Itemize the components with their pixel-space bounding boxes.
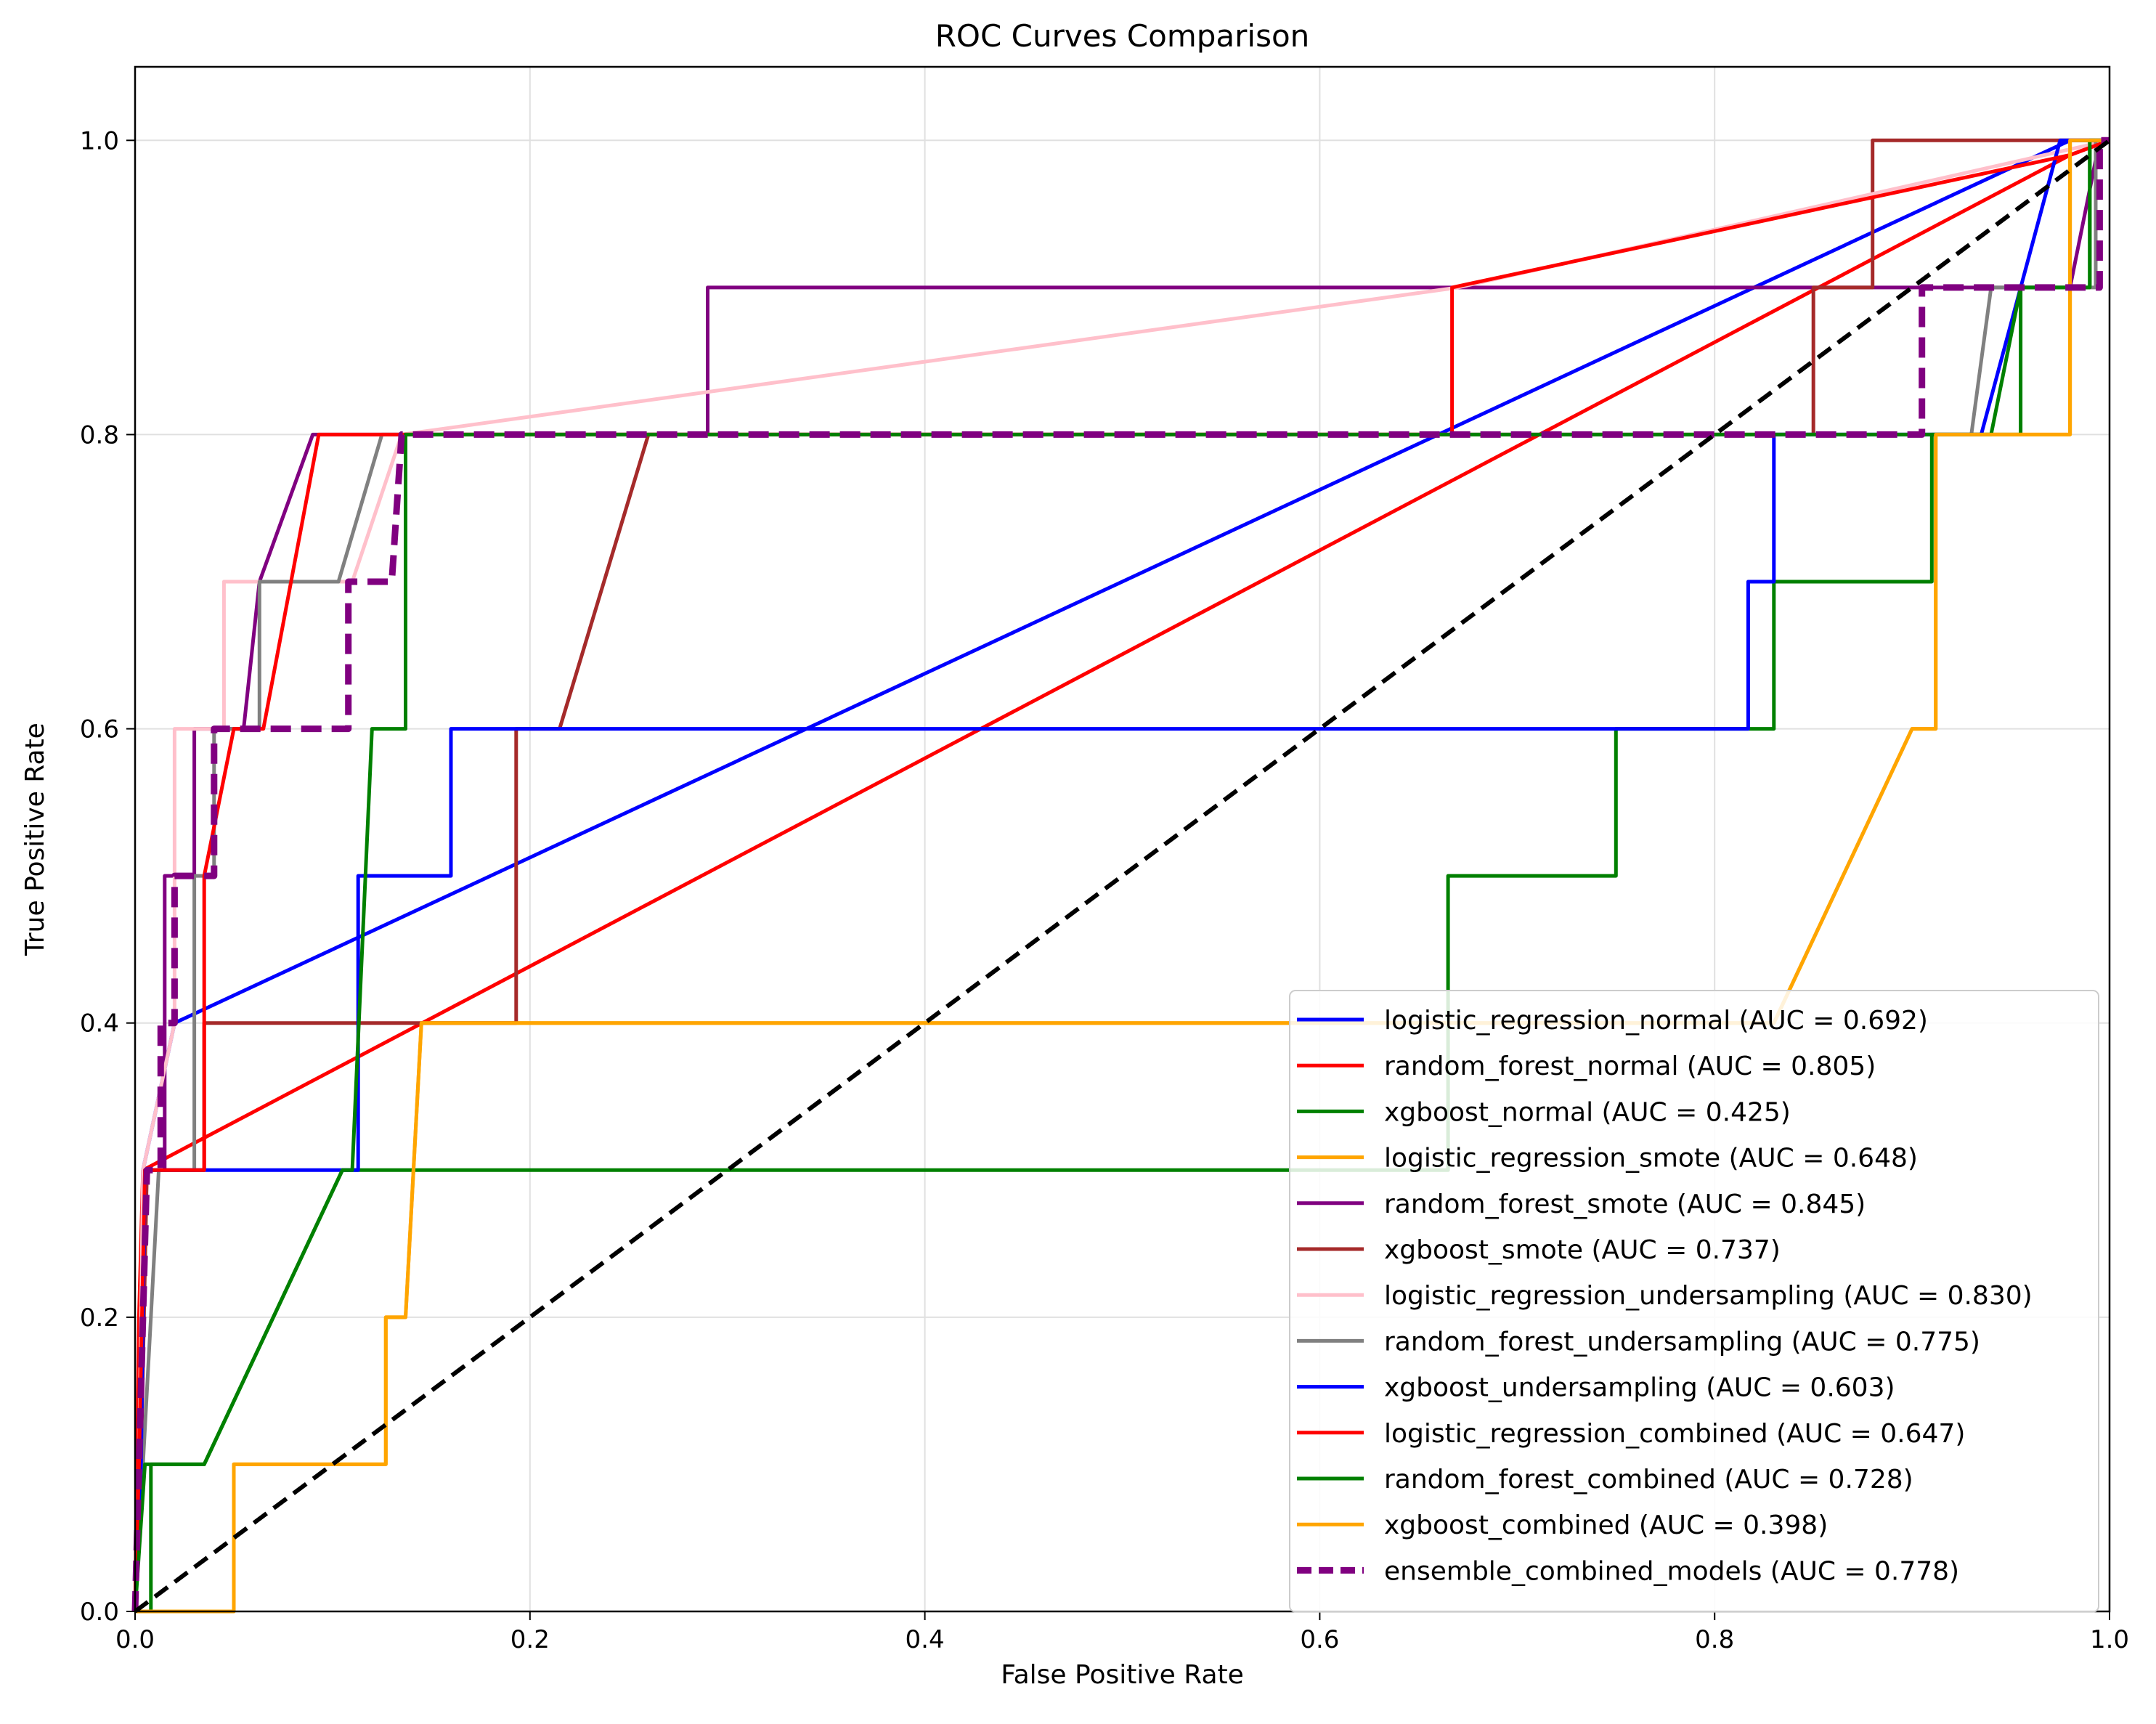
legend-label-3: logistic_regression_smote (AUC = 0.648)	[1384, 1144, 1918, 1174]
x-axis-label: False Positive Rate	[1001, 1660, 1244, 1690]
x-tick-label: 0.6	[1300, 1625, 1339, 1654]
roc-curve-11	[135, 138, 2110, 1614]
legend-label-9: logistic_regression_combined (AUC = 0.64…	[1384, 1419, 1965, 1449]
plot-border	[134, 65, 2111, 1613]
roc-curve-12	[131, 137, 2110, 1612]
legend-label-4: random_forest_smote (AUC = 0.845)	[1384, 1190, 1866, 1219]
legend-label-12: ensemble_combined_models (AUC = 0.778)	[1384, 1556, 1959, 1586]
legend-label-5: xgboost_smote (AUC = 0.737)	[1384, 1235, 1781, 1265]
legend-label-1: random_forest_normal (AUC = 0.805)	[1384, 1052, 1876, 1081]
roc-curves	[131, 137, 2111, 1614]
y-tick-label: 0.4	[80, 1009, 119, 1038]
x-tick-label: 0.8	[1695, 1625, 1734, 1654]
legend-label-6: logistic_regression_undersampling (AUC =…	[1384, 1281, 2033, 1311]
reference-diagonal	[134, 138, 2111, 1614]
y-tick-label: 0.2	[80, 1304, 119, 1333]
y-tick-label: 1.0	[80, 126, 119, 155]
y-tick-label: 0.8	[80, 420, 119, 450]
x-tick-label: 1.0	[2090, 1625, 2129, 1654]
chart-title: ROC Curves Comparison	[935, 18, 1310, 54]
axis-ticks: 0.0 0.2 0.4 0.6 0.8 1.0 0.0 0.2 0.4 0.6 0.8 1.0	[80, 126, 2129, 1654]
legend: logistic_regression_normal (AUC = 0.692)…	[1289, 990, 2099, 1613]
legend-label-11: xgboost_combined (AUC = 0.398)	[1384, 1510, 1828, 1540]
y-axis-label: True Positive Rate	[20, 723, 50, 956]
axes-frame	[134, 65, 2111, 1613]
y-tick-label: 0.0	[80, 1598, 119, 1627]
legend-label-2: xgboost_normal (AUC = 0.425)	[1384, 1097, 1791, 1127]
y-tick-label: 0.6	[80, 715, 119, 744]
x-tick-label: 0.2	[510, 1625, 550, 1654]
legend-label-0: logistic_regression_normal (AUC = 0.692)	[1384, 1006, 1928, 1036]
x-tick-label: 0.0	[115, 1625, 155, 1654]
legend-label-10: random_forest_combined (AUC = 0.728)	[1384, 1465, 1913, 1495]
roc-curve-10	[133, 138, 2110, 1612]
legend-label-7: random_forest_undersampling (AUC = 0.775…	[1384, 1327, 1980, 1357]
x-tick-label: 0.4	[906, 1625, 945, 1654]
legend-label-8: xgboost_undersampling (AUC = 0.603)	[1384, 1373, 1895, 1403]
legend-box	[1289, 990, 2099, 1613]
